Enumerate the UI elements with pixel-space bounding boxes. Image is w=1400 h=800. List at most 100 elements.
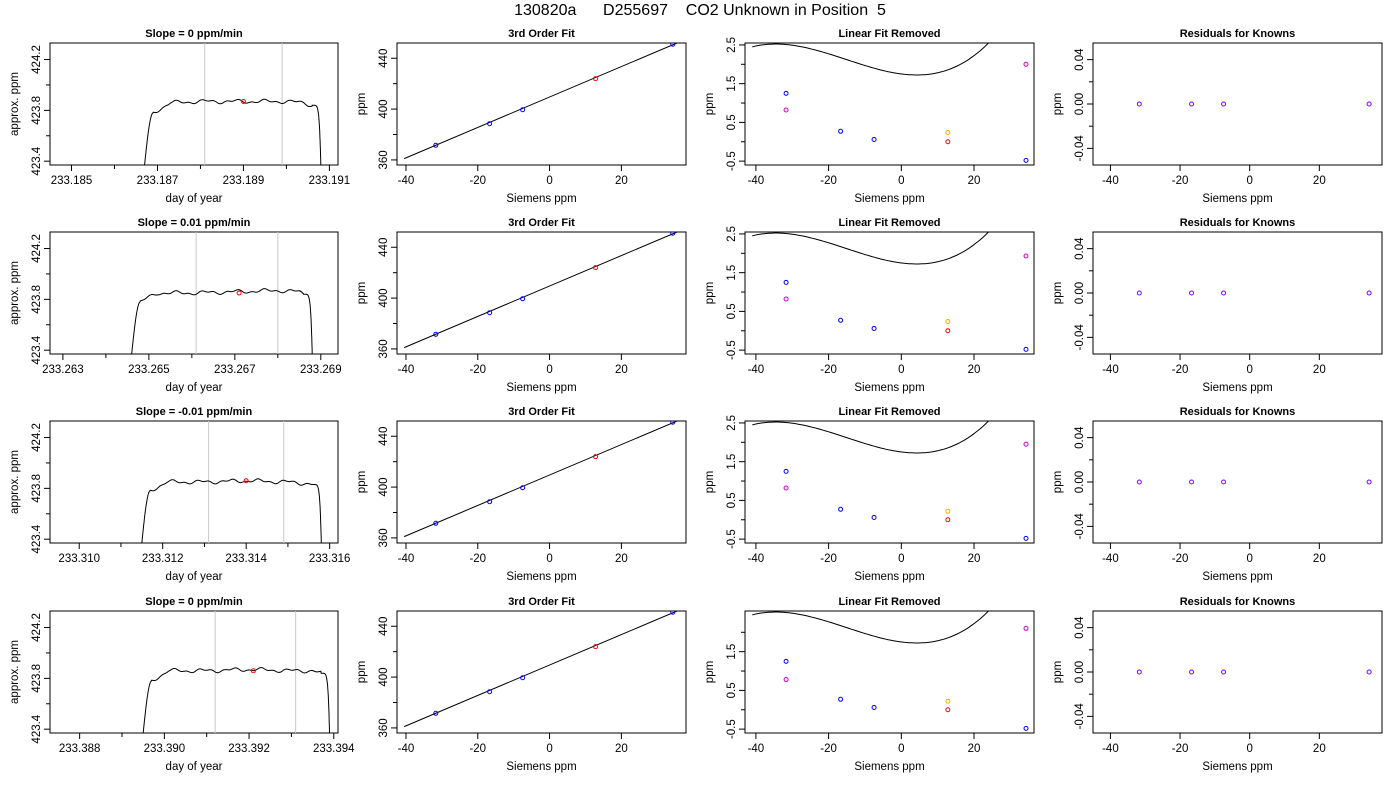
data-point — [487, 689, 493, 695]
x-tick-label: 20 — [615, 364, 628, 376]
data-point — [1221, 290, 1227, 296]
y-tick-label: -0.5 — [726, 529, 738, 549]
plot-frame — [396, 42, 687, 166]
x-tick-label: -20 — [469, 175, 486, 187]
plot-frame — [49, 420, 339, 544]
data-point — [593, 265, 599, 271]
data-point — [783, 279, 789, 285]
x-axis-label: Siemens ppm — [854, 761, 924, 773]
x-axis-label: Siemens ppm — [854, 382, 924, 394]
data-point — [670, 611, 676, 615]
data-point — [1366, 101, 1372, 107]
plot-frame — [49, 231, 339, 355]
data-point — [1189, 290, 1195, 296]
x-tick-label: -20 — [1172, 553, 1189, 565]
chart-panel: Slope = 0 ppm/min 233.185 233.187 233.189 23… — [9, 28, 350, 205]
data-point — [1136, 669, 1142, 675]
chart-panel: Slope = -0.01 ppm/min 233.310 233.312 233.3… — [9, 406, 350, 583]
chart-panel: Linear Fit Removed -40 -20 0 20 -0.5 0.5 1.5 2.5… — [704, 28, 1035, 205]
x-tick-label: 0 — [898, 175, 904, 187]
chart-title: Slope = 0.01 ppm/min — [138, 217, 251, 229]
x-axis-label: day of year — [166, 761, 223, 773]
chart-panel: Slope = 0 ppm/min 233.388 233.390 233.392 23… — [9, 596, 355, 773]
data-point — [487, 121, 493, 127]
plot-frame — [396, 610, 687, 734]
data-point — [1221, 669, 1227, 675]
data-point — [783, 90, 789, 96]
page-title: 130820a D255697 CO2 Unknown in Position … — [514, 2, 886, 19]
y-tick-label: 424.2 — [31, 45, 43, 74]
data-point — [783, 468, 789, 474]
x-tick-label: 0 — [1246, 743, 1252, 755]
plot-area — [403, 611, 678, 728]
x-tick-label: 0 — [1246, 364, 1252, 376]
x-tick-label: 0 — [546, 175, 552, 187]
x-tick-label: -20 — [469, 743, 486, 755]
y-tick-label: 0.04 — [1074, 426, 1086, 449]
chart-panel: Linear Fit Removed -40 -20 0 20 -0.5 0.5 1.5 2.5… — [704, 217, 1035, 394]
chart-panel: 3rd Order Fit -40 -20 0 20 360 400 440 Siemens p… — [356, 596, 687, 773]
data-point — [1221, 479, 1227, 485]
trace-line — [142, 667, 330, 733]
chart-title: 3rd Order Fit — [508, 406, 575, 418]
data-point — [1023, 61, 1029, 67]
chart-title: Residuals for Knowns — [1180, 596, 1296, 608]
fit-curve — [752, 611, 990, 644]
plot-frame — [49, 42, 339, 166]
chart-panel: Residuals for Knowns -40 -20 0 20 -0.04 0.00 0.… — [1052, 217, 1383, 394]
y-axis-label: approx. ppm — [9, 261, 21, 325]
data-point — [593, 454, 599, 460]
x-tick-label: 20 — [968, 743, 981, 755]
chart-title: Slope = 0 ppm/min — [145, 596, 243, 608]
data-point — [1023, 725, 1029, 731]
x-tick-label: 20 — [615, 175, 628, 187]
plot-area — [752, 232, 1029, 352]
data-point — [945, 508, 951, 514]
x-axis-label: Siemens ppm — [506, 193, 576, 205]
x-tick-label: -20 — [820, 364, 837, 376]
data-point — [1366, 479, 1372, 485]
x-tick-label: -40 — [748, 175, 765, 187]
y-tick-label: 360 — [378, 339, 390, 358]
y-tick-label: 0.5 — [726, 114, 738, 130]
data-point — [783, 107, 789, 113]
x-axis-label: Siemens ppm — [854, 571, 924, 583]
y-tick-label: 423.8 — [31, 664, 43, 693]
x-tick-label: 233.265 — [128, 364, 170, 376]
y-tick-label: 423.4 — [31, 714, 43, 743]
chart-title: Residuals for Knowns — [1180, 28, 1296, 40]
x-tick-label: 0 — [898, 364, 904, 376]
data-point — [670, 421, 676, 425]
y-tick-label: 0.04 — [1074, 616, 1086, 639]
y-tick-label: 423.4 — [31, 146, 43, 175]
y-axis-label: ppm — [1052, 471, 1064, 493]
x-tick-label: -40 — [748, 364, 765, 376]
data-point — [1136, 101, 1142, 107]
data-point — [520, 296, 526, 302]
x-tick-label: -40 — [1102, 743, 1119, 755]
x-tick-label: 233.390 — [144, 743, 186, 755]
data-point — [871, 514, 877, 520]
data-point — [520, 485, 526, 491]
x-tick-label: 20 — [1313, 364, 1326, 376]
x-tick-label: 0 — [546, 743, 552, 755]
chart-title: Residuals for Knowns — [1180, 406, 1296, 418]
data-point — [945, 328, 951, 334]
x-axis-label: Siemens ppm — [1202, 761, 1272, 773]
x-tick-label: -20 — [820, 175, 837, 187]
data-point — [1366, 290, 1372, 296]
x-axis-label: Siemens ppm — [506, 571, 576, 583]
y-tick-label: 0.00 — [1074, 471, 1086, 493]
y-tick-label: 2.5 — [726, 37, 738, 53]
data-point — [783, 485, 789, 491]
x-tick-label: 20 — [1313, 175, 1326, 187]
y-axis-label: ppm — [704, 471, 716, 493]
x-axis-label: day of year — [166, 193, 223, 205]
y-tick-label: 0.04 — [1074, 48, 1086, 71]
data-point — [838, 128, 844, 134]
chart-panel: Residuals for Knowns -40 -20 0 20 -0.04 0.00 0.… — [1052, 596, 1383, 773]
data-point — [433, 331, 439, 337]
y-tick-label: 440 — [378, 49, 390, 68]
data-point — [945, 139, 951, 145]
